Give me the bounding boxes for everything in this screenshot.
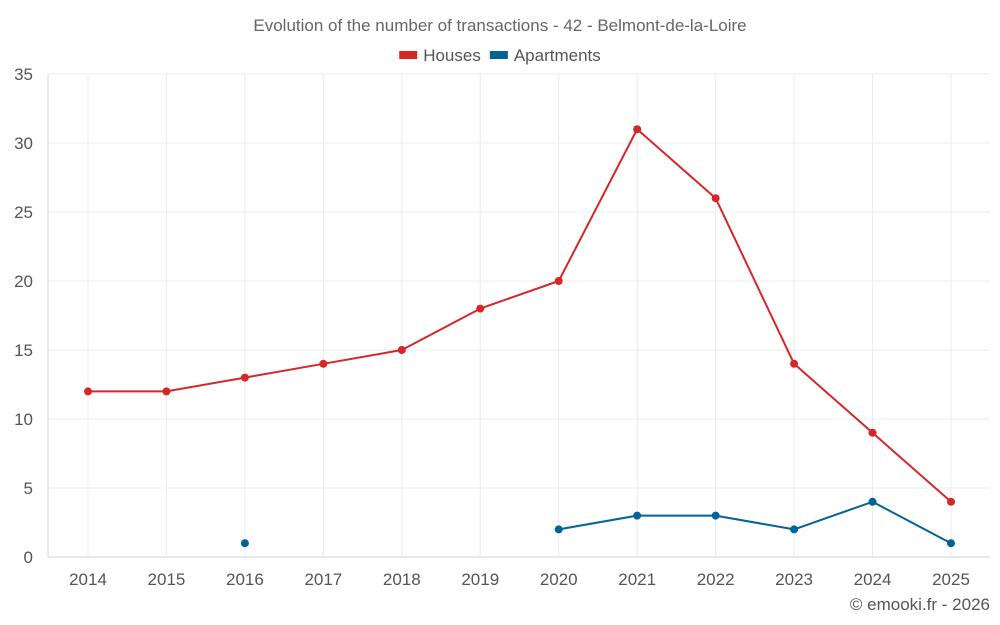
y-tick-label: 0: [24, 548, 33, 567]
chart-legend: Houses Apartments: [399, 46, 601, 65]
data-point-houses-2019[interactable]: [476, 304, 485, 313]
legend-label-apartments: Apartments: [514, 46, 601, 65]
series-apartments: [240, 497, 955, 548]
x-tick-label: 2015: [148, 570, 186, 589]
x-tick-label: 2020: [540, 570, 578, 589]
y-tick-label: 25: [14, 203, 33, 222]
data-point-houses-2016[interactable]: [240, 373, 249, 382]
chart-title: Evolution of the number of transactions …: [253, 16, 746, 35]
x-tick-label: 2017: [304, 570, 342, 589]
axes: [47, 74, 990, 558]
legend-swatch-houses: [399, 51, 418, 59]
data-point-houses-2021[interactable]: [633, 125, 642, 134]
data-point-apartments-2023[interactable]: [790, 525, 799, 534]
data-point-apartments-2024[interactable]: [868, 497, 877, 506]
x-tick-label: 2025: [932, 570, 970, 589]
data-point-apartments-2022[interactable]: [711, 511, 720, 520]
data-point-apartments-2020[interactable]: [554, 525, 563, 534]
x-tick-label: 2024: [854, 570, 892, 589]
series-houses: [84, 125, 955, 506]
data-point-houses-2024[interactable]: [868, 428, 877, 437]
x-tick-label: 2021: [618, 570, 656, 589]
legend-swatch-apartments: [489, 51, 508, 59]
y-tick-label: 20: [14, 272, 33, 291]
y-tick-label: 5: [24, 479, 33, 498]
x-tick-label: 2016: [226, 570, 264, 589]
legend-label-houses: Houses: [423, 46, 481, 65]
x-axis-tick-labels: 2014 2015 2016 2017 2018 2019 2020 2021 2022 2023…: [69, 570, 970, 589]
series-layer: [84, 125, 955, 548]
x-tick-label: 2018: [383, 570, 421, 589]
y-axis-tick-labels: 0 5 10 15 20 25 30 35: [14, 65, 33, 567]
data-point-houses-2025[interactable]: [947, 497, 955, 506]
data-point-houses-2022[interactable]: [711, 194, 720, 203]
x-tick-label: 2014: [69, 570, 107, 589]
x-tick-label: 2019: [461, 570, 499, 589]
series-line-apartments: [557, 500, 952, 545]
data-point-houses-2014[interactable]: [84, 387, 92, 396]
x-tick-label: 2023: [775, 570, 813, 589]
y-tick-label: 10: [14, 410, 33, 429]
legend-item-apartments[interactable]: Apartments: [489, 46, 601, 65]
x-tick-label: 2022: [697, 570, 735, 589]
grid-lines: [48, 73, 990, 557]
series-line-houses: [87, 128, 952, 503]
data-point-apartments-2016[interactable]: [240, 539, 249, 548]
data-point-houses-2020[interactable]: [554, 277, 563, 285]
y-tick-label: 15: [14, 341, 33, 360]
data-point-houses-2015[interactable]: [162, 387, 171, 396]
y-tick-label: 35: [14, 65, 33, 84]
data-point-houses-2023[interactable]: [790, 359, 799, 368]
credit-text: © emooki.fr - 2026: [850, 595, 990, 614]
data-point-apartments-2021[interactable]: [633, 511, 642, 520]
legend-item-houses[interactable]: Houses: [399, 46, 481, 65]
data-point-houses-2017[interactable]: [319, 359, 328, 368]
data-point-apartments-2025[interactable]: [947, 539, 955, 548]
y-tick-label: 30: [14, 134, 33, 153]
data-point-houses-2018[interactable]: [397, 346, 406, 354]
